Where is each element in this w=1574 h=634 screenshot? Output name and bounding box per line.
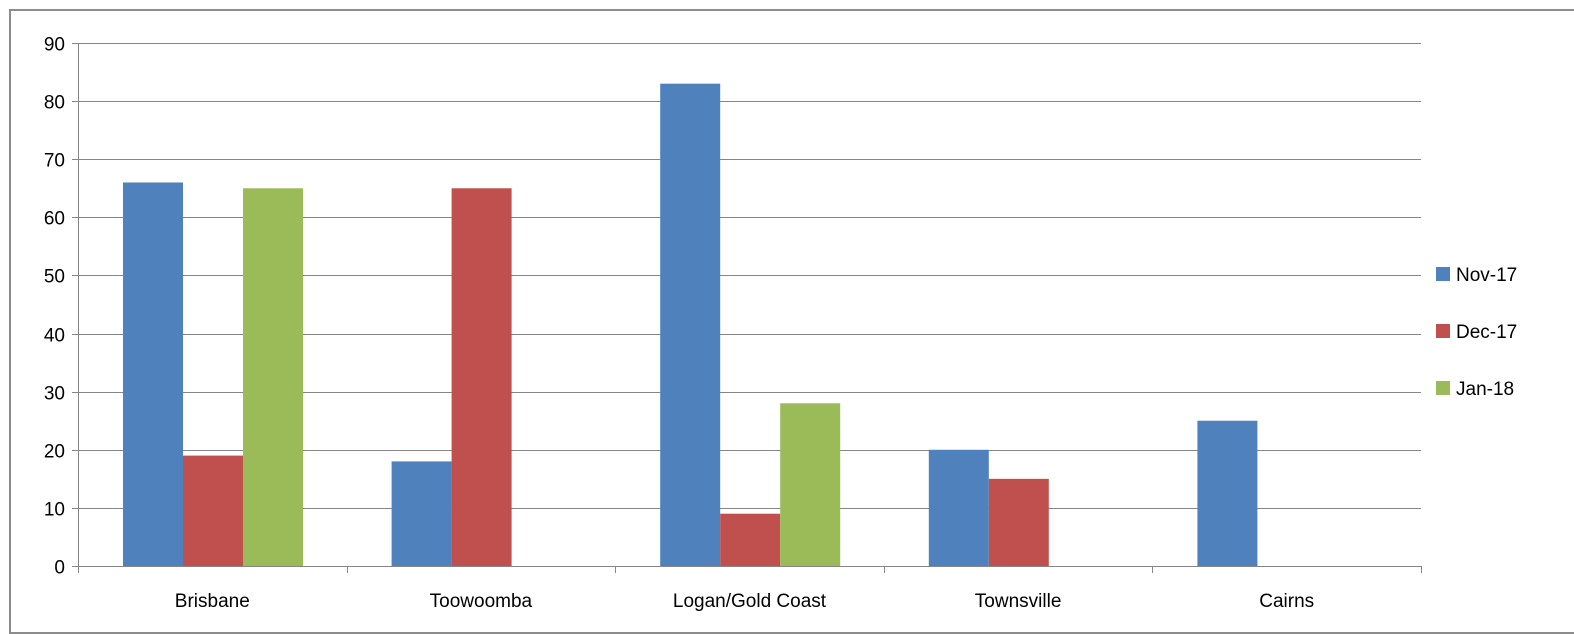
bar-jan-18-logan-gold-coast	[780, 403, 840, 566]
x-tick-label: Logan/Gold Coast	[673, 591, 827, 612]
bar-nov-17-brisbane	[123, 182, 183, 566]
legend-label-dec-17: Dec-17	[1456, 322, 1517, 343]
y-axis-ticks: 0 10 20 30 40 50 60 70 80 90	[44, 35, 78, 579]
y-tick-label: 20	[44, 442, 65, 463]
legend-swatch-nov-17	[1436, 267, 1450, 281]
legend-label-jan-18: Jan-18	[1456, 379, 1514, 400]
y-tick-label: 30	[44, 384, 65, 405]
x-tick-label: Brisbane	[175, 591, 250, 612]
bar-dec-17-townsville	[989, 479, 1049, 566]
bar-dec-17-toowoomba	[452, 188, 512, 566]
bar-dec-17-brisbane	[183, 456, 243, 566]
y-tick-label: 40	[44, 326, 65, 347]
legend-swatch-jan-18	[1436, 381, 1450, 395]
legend: Nov-17 Dec-17 Jan-18	[1436, 265, 1517, 400]
bar-nov-17-cairns	[1197, 421, 1257, 566]
bar-jan-18-brisbane	[243, 188, 303, 566]
bar-nov-17-toowoomba	[392, 461, 452, 566]
bar-nov-17-townsville	[929, 450, 989, 566]
y-tick-label: 70	[44, 151, 65, 172]
y-tick-label: 80	[44, 93, 65, 114]
x-axis-ticks: Brisbane Toowoomba Logan/Gold Coast Townsvi…	[79, 566, 1422, 612]
x-tick-label: Townsville	[975, 591, 1062, 612]
legend-label-nov-17: Nov-17	[1456, 265, 1517, 286]
bar-nov-17-logan-gold-coast	[660, 84, 720, 566]
x-tick-label: Cairns	[1259, 591, 1314, 612]
y-tick-label: 10	[44, 500, 65, 521]
x-tick-label: Toowoomba	[430, 591, 533, 612]
y-tick-label: 90	[44, 35, 65, 56]
bars	[123, 84, 1257, 566]
legend-swatch-dec-17	[1436, 324, 1450, 338]
y-tick-label: 60	[44, 209, 65, 230]
y-tick-label: 50	[44, 267, 65, 288]
bar-dec-17-logan-gold-coast	[720, 514, 780, 566]
y-tick-label: 0	[54, 558, 65, 579]
